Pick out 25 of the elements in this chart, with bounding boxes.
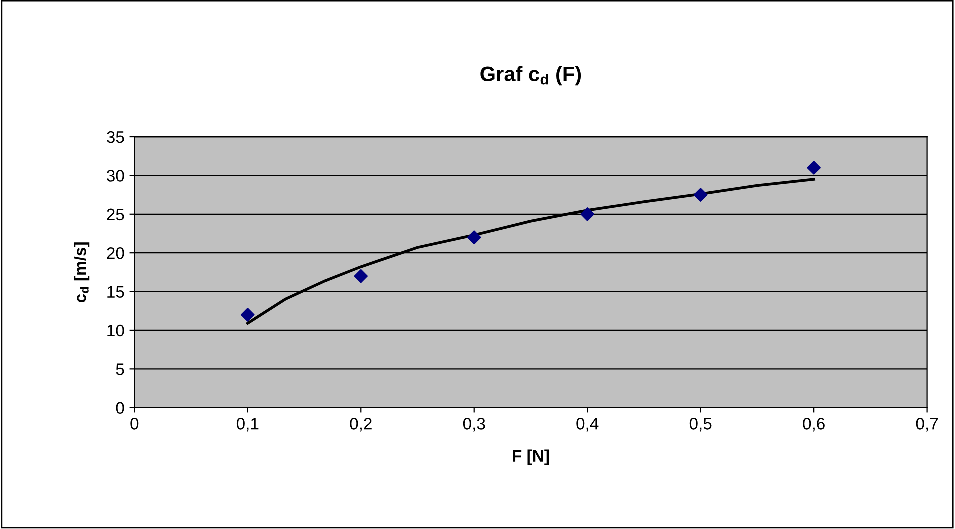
- point: [467, 230, 482, 245]
- x-tick-label: 0: [130, 418, 139, 430]
- y-tick-label: 20: [107, 247, 124, 260]
- y-tick-label: 30: [107, 170, 124, 182]
- point: [580, 207, 595, 222]
- point: [694, 188, 708, 202]
- x-tick-label: 0,4: [576, 418, 599, 432]
- y-tick-label: 15: [108, 286, 124, 298]
- x-tick-label: 0,6: [803, 418, 825, 432]
- x-tick-label: 0,1: [236, 418, 259, 432]
- y-tick-label: 35: [107, 131, 124, 144]
- x-axis-title: F [N]: [513, 450, 550, 466]
- chart-title: Graf c$_{d}$ (F): [480, 66, 582, 86]
- y-tick-label: 0: [116, 402, 124, 414]
- x-tick-label: 0,5: [690, 418, 712, 432]
- x-tick-label: 0,3: [463, 418, 486, 432]
- y-tick-label: 5: [116, 364, 124, 376]
- x-tick-label: 0,7: [916, 418, 938, 432]
- y-axis-title: c$_{d}$ [m/s]: [74, 242, 90, 303]
- point: [807, 161, 821, 175]
- point: [354, 269, 368, 284]
- y-tick-label: 25: [107, 208, 124, 221]
- y-tick-label: 10: [108, 324, 124, 337]
- point: [240, 308, 255, 322]
- x-tick-label: 0,2: [350, 418, 372, 432]
